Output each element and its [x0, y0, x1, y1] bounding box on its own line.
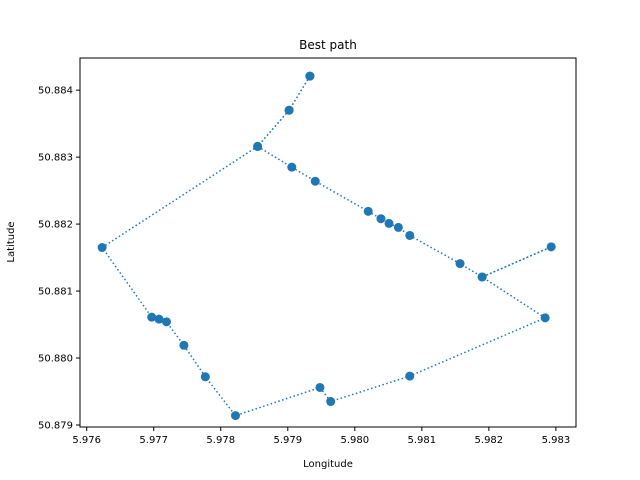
- x-tick-label: 5.983: [542, 435, 571, 446]
- path-point: [477, 272, 487, 282]
- x-axis: 5.976 5.977 5.978 5.979 5.980 5.981 5.982 5.983: [72, 427, 570, 446]
- path-point: [363, 206, 373, 216]
- path-point: [97, 243, 107, 253]
- x-tick-label: 5.978: [206, 435, 235, 446]
- path-point: [376, 214, 386, 224]
- path-point: [540, 313, 550, 323]
- path-point: [161, 317, 171, 327]
- path-point: [200, 372, 210, 382]
- path-point: [284, 105, 294, 115]
- path-point: [393, 222, 403, 232]
- x-tick-label: 5.976: [72, 435, 101, 446]
- path-point: [147, 312, 157, 322]
- y-tick-label: 50.879: [38, 420, 73, 431]
- y-axis: 50.879 50.880 50.881 50.882 50.883 50.884: [38, 86, 80, 431]
- y-tick-label: 50.880: [38, 354, 73, 365]
- plot-area-frame: [79, 57, 577, 428]
- y-tick-label: 50.881: [38, 287, 73, 298]
- path-point: [253, 141, 263, 151]
- path-point: [384, 218, 394, 228]
- x-tick-label: 5.980: [340, 435, 369, 446]
- path-point: [287, 162, 297, 172]
- path-point: [405, 371, 415, 381]
- x-tick-label: 5.982: [475, 435, 504, 446]
- x-tick-label: 5.977: [139, 435, 168, 446]
- path-point: [455, 259, 465, 269]
- path-points: [97, 71, 556, 421]
- path-point: [179, 340, 189, 350]
- y-tick-label: 50.882: [38, 220, 73, 231]
- chart-title: Best path: [299, 38, 357, 52]
- path-point: [546, 242, 556, 252]
- x-tick-label: 5.979: [273, 435, 302, 446]
- path-point: [310, 176, 320, 186]
- y-tick-label: 50.883: [38, 153, 73, 164]
- path-point: [326, 397, 336, 407]
- path-point: [405, 230, 415, 240]
- path-point: [154, 314, 164, 324]
- y-tick-label: 50.884: [38, 86, 73, 97]
- y-axis-label: Latitude: [6, 221, 17, 262]
- x-axis-label: Longitude: [303, 459, 353, 470]
- path-point: [315, 382, 325, 392]
- path-point: [305, 71, 315, 81]
- path-point: [231, 411, 241, 421]
- x-tick-label: 5.981: [408, 435, 437, 446]
